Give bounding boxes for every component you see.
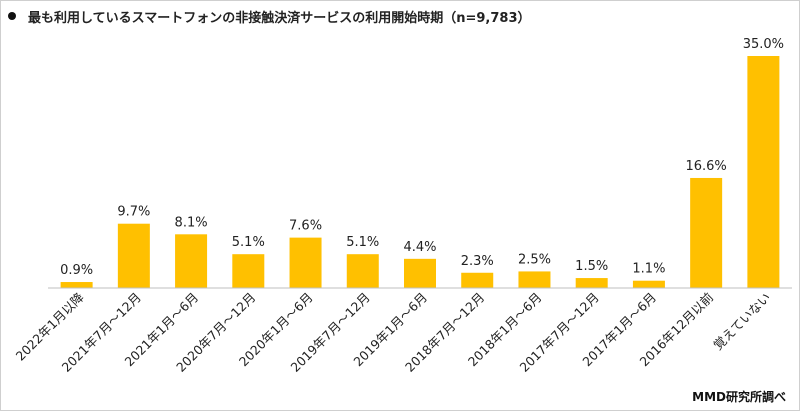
source-credit: MMD研究所調べ bbox=[692, 390, 786, 404]
bar-5 bbox=[346, 254, 379, 288]
bar-7 bbox=[461, 272, 494, 288]
data-label-12: 35.0% bbox=[743, 37, 784, 52]
data-label-5: 5.1% bbox=[346, 235, 379, 250]
x-tick-label-12: 覚えていない bbox=[710, 290, 773, 353]
data-label-8: 2.5% bbox=[518, 252, 551, 267]
title-row: 最も利用しているスマートフォンの非接触決済サービスの利用開始時期（n=9,783… bbox=[8, 5, 531, 27]
bar-0 bbox=[60, 282, 93, 288]
bar-1 bbox=[117, 223, 150, 288]
data-label-11: 16.6% bbox=[685, 159, 726, 174]
data-label-3: 5.1% bbox=[232, 235, 265, 250]
bar-6 bbox=[404, 258, 436, 288]
data-label-6: 4.4% bbox=[403, 240, 436, 255]
bar-8 bbox=[518, 271, 551, 288]
bullet-icon bbox=[8, 12, 16, 20]
bar-9 bbox=[575, 278, 608, 288]
data-label-10: 1.1% bbox=[632, 262, 665, 277]
bar-12 bbox=[747, 56, 780, 288]
data-label-9: 1.5% bbox=[575, 259, 608, 274]
chart-title: 最も利用しているスマートフォンの非接触決済サービスの利用開始時期（n=9,783… bbox=[28, 10, 531, 26]
data-label-1: 9.7% bbox=[117, 205, 150, 220]
data-label-2: 8.1% bbox=[175, 215, 208, 230]
data-label-4: 7.6% bbox=[289, 219, 322, 234]
bar-4 bbox=[289, 237, 322, 288]
bar-11 bbox=[690, 177, 723, 288]
data-label-7: 2.3% bbox=[461, 254, 494, 269]
data-label-0: 0.9% bbox=[60, 263, 93, 278]
bar-3 bbox=[232, 254, 265, 288]
bar-2 bbox=[175, 234, 208, 288]
bar-10 bbox=[632, 280, 665, 288]
